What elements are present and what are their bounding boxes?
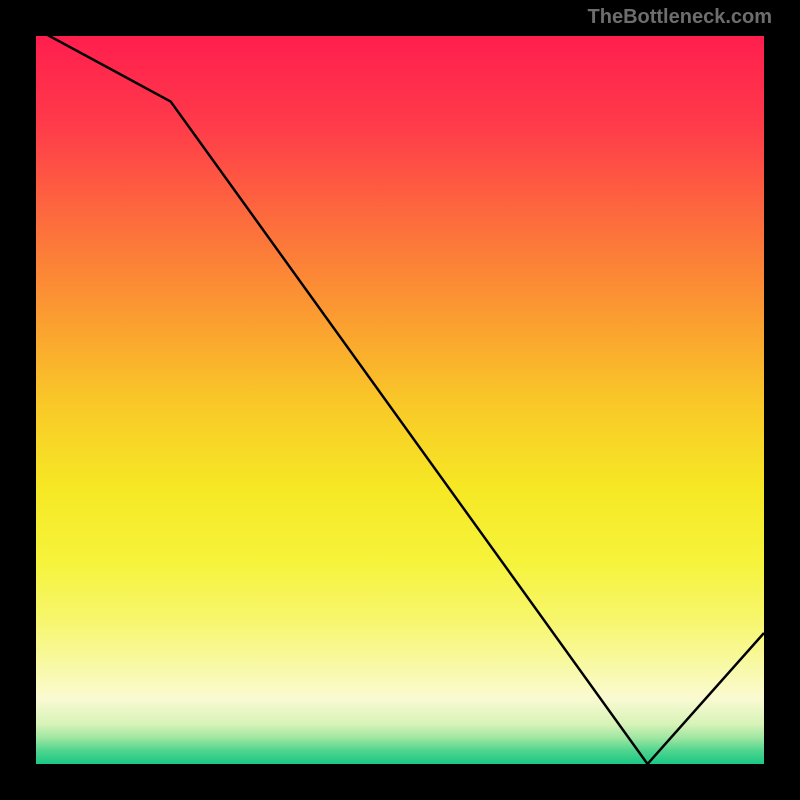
- watermark-text: TheBottleneck.com: [588, 6, 772, 29]
- chart-line: [36, 36, 764, 764]
- plot-area: [32, 32, 768, 768]
- chart-container: TheBottleneck.com: [0, 0, 800, 800]
- line-chart-svg: [36, 36, 764, 764]
